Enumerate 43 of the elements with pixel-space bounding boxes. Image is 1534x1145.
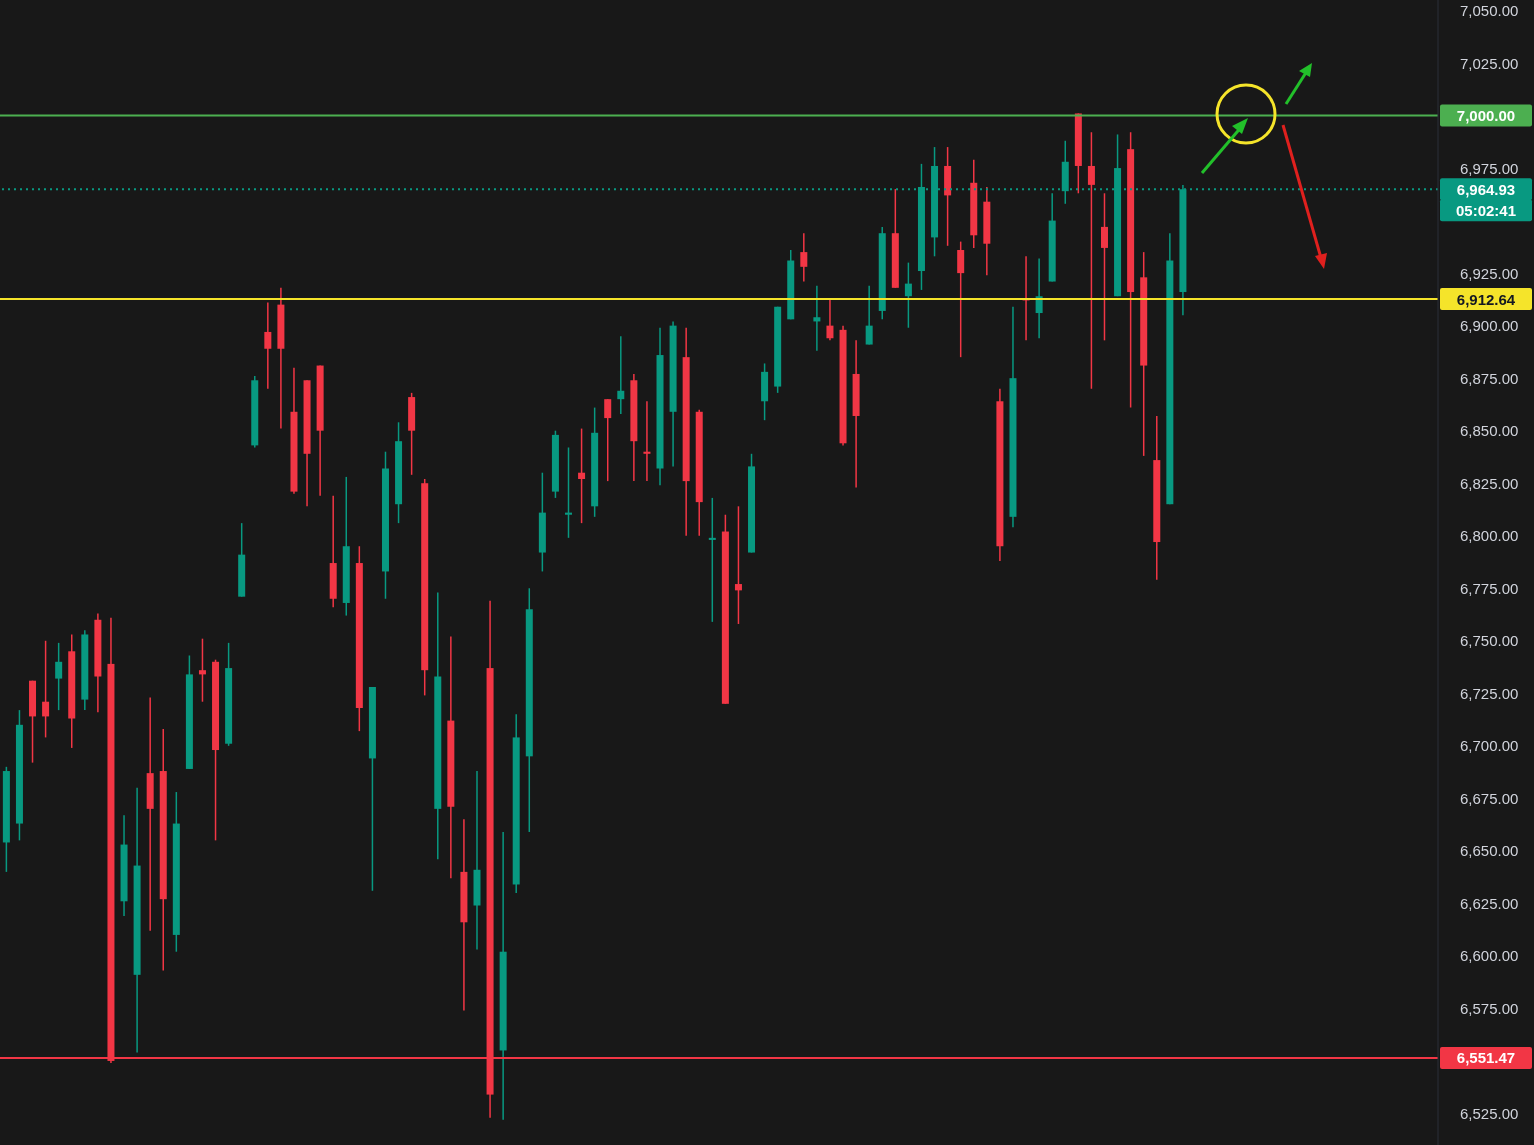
candlestick: [734, 505, 742, 625]
y-tick-label: 6,625.00: [1460, 894, 1519, 912]
y-tick-label: 6,800.00: [1460, 527, 1519, 545]
text: 05:02:41: [1455, 201, 1517, 219]
y-tick-label: 6,975.00: [1460, 159, 1519, 177]
candlestick: [904, 261, 912, 329]
candlestick: [578, 427, 586, 524]
candlestick: [826, 297, 834, 342]
y-tick-label: 7,025.00: [1460, 54, 1519, 72]
candlestick: [604, 398, 612, 482]
candlestick: [198, 637, 206, 703]
y-tick-label: 6,700.00: [1460, 737, 1519, 755]
candlestick: [957, 240, 965, 358]
candlestick: [264, 301, 272, 390]
candlestick: [42, 640, 50, 739]
candlestick: [865, 284, 873, 346]
y-tick-label: 6,650.00: [1460, 842, 1519, 860]
y-tick-label: 6,900.00: [1460, 317, 1519, 335]
ref-line-label: 7,000.00: [1456, 107, 1516, 125]
y-tick-label: 6,775.00: [1460, 579, 1519, 597]
candlestick: [1100, 192, 1108, 342]
candlestick: [800, 232, 808, 283]
y-tick-label: 6,825.00: [1460, 474, 1519, 492]
candlestick: [708, 497, 716, 623]
ref-line-label: 6,551.47: [1456, 1049, 1516, 1067]
candlestick: [55, 642, 63, 711]
candlestick: [565, 446, 572, 539]
candlestick: [643, 400, 651, 482]
y-tick-label: 6,600.00: [1460, 947, 1519, 965]
y-tick-label: 6,925.00: [1460, 264, 1519, 282]
y-tick-label: 6,725.00: [1460, 684, 1519, 702]
ref-line-label: 6,964.93: [1456, 180, 1516, 198]
candlestick: [813, 284, 821, 352]
ref-line-label: 6,912.64: [1456, 290, 1516, 308]
y-tick-label: 6,525.00: [1460, 1104, 1519, 1122]
y-tick-label: 7,050.00: [1460, 2, 1519, 19]
y-tick-label: 6,575.00: [1460, 999, 1519, 1017]
y-tick-label: 6,875.00: [1460, 369, 1519, 387]
y-tick-label: 6,850.00: [1460, 422, 1519, 440]
y-tick-label: 6,675.00: [1460, 789, 1519, 807]
candlestick: [1087, 131, 1095, 390]
y-tick-label: 6,750.00: [1460, 632, 1519, 650]
candlestick: [617, 335, 625, 415]
